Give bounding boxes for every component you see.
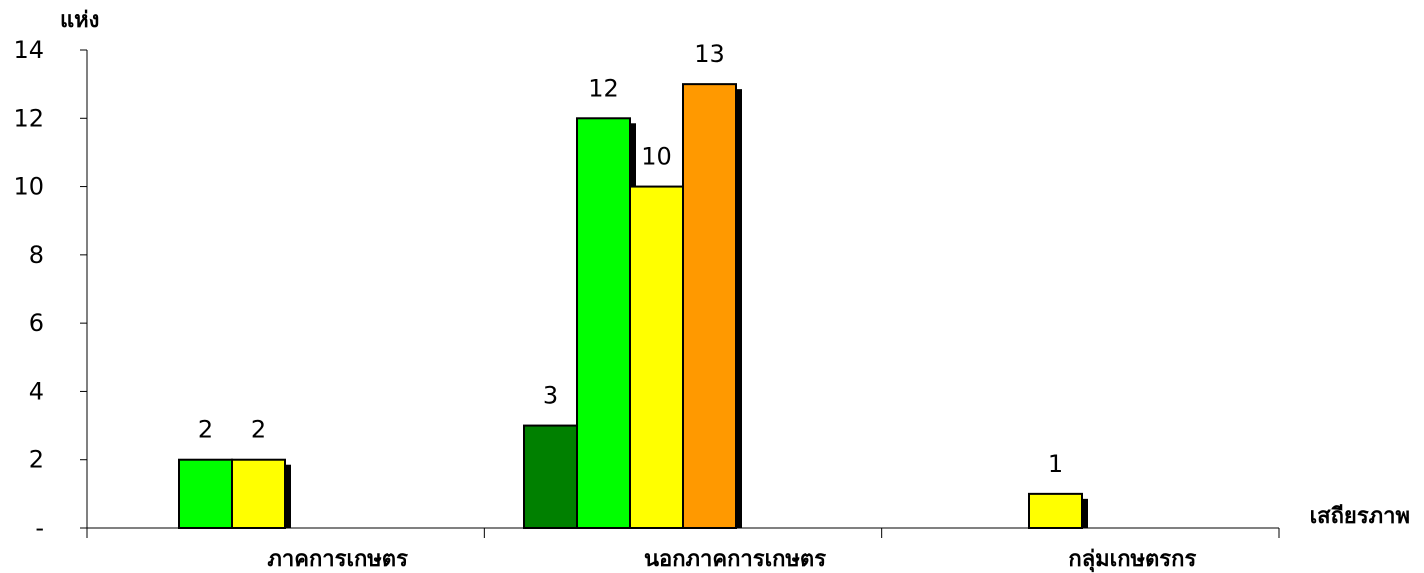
y-tick-label: 14 (13, 36, 44, 64)
y-tick-label: 2 (29, 446, 44, 474)
bar-value-label: 3 (543, 382, 558, 410)
bar (1028, 492, 1083, 530)
y-tick-label: 12 (13, 104, 44, 132)
bar-value-label: 10 (641, 143, 672, 171)
y-tick-label: 8 (29, 241, 44, 269)
y-tick-label: 10 (13, 173, 44, 201)
x-category-label: กลุ่มเกษตรกร (1068, 547, 1196, 573)
bar-value-label: 2 (198, 416, 213, 444)
x-category-label: ภาคการเกษตร (267, 547, 408, 572)
bar (629, 185, 684, 529)
bar (231, 458, 286, 530)
bar (576, 117, 631, 530)
x-category-label: นอกภาคการเกษตร (644, 547, 826, 572)
bar-value-label: 1 (1048, 450, 1063, 478)
y-axis-title: แห่ง (60, 8, 100, 33)
y-tick-label: - (35, 514, 44, 542)
y-tick-label: 6 (29, 309, 44, 337)
bar (178, 458, 233, 530)
bar (682, 83, 737, 530)
bar (523, 424, 578, 530)
bar-value-label: 12 (588, 74, 619, 102)
bar-value-label: 2 (251, 416, 266, 444)
bar-value-label: 13 (694, 40, 725, 68)
y-tick-label: 4 (29, 377, 44, 405)
x-axis-title: เสถียรภาพ (1309, 504, 1410, 529)
